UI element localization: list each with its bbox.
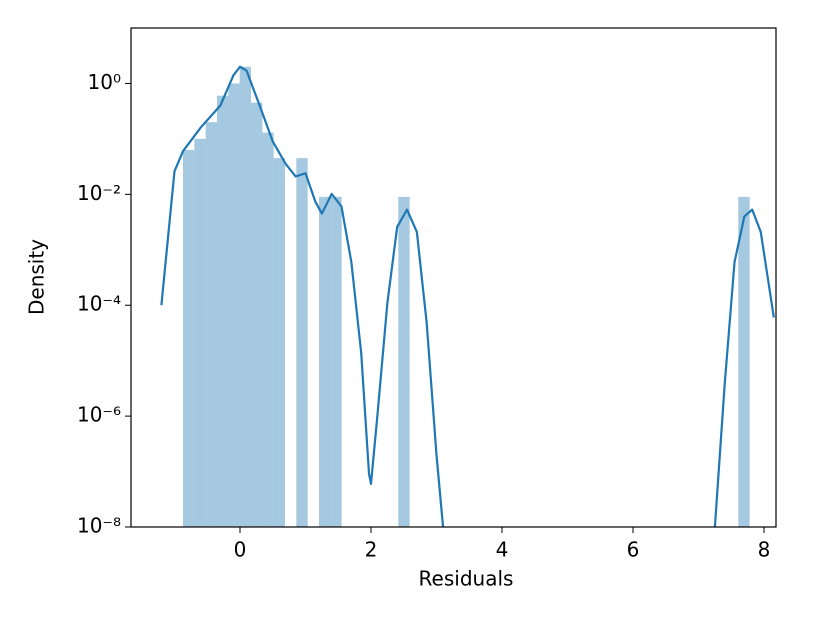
x-tick-label: 0	[234, 538, 247, 562]
x-axis-label: Residuals	[419, 567, 514, 591]
x-tick-label: 4	[496, 538, 509, 562]
bar	[183, 150, 195, 527]
bar	[217, 95, 229, 527]
bar	[251, 102, 263, 527]
y-tick-label: 10⁻⁶	[77, 403, 121, 427]
x-tick-label: 8	[758, 538, 771, 562]
bar	[398, 196, 410, 527]
y-tick-label: 10⁻⁸	[77, 514, 121, 538]
plot-area	[160, 65, 775, 527]
bar	[205, 122, 218, 527]
bar	[738, 196, 750, 527]
axes-frame	[130, 27, 777, 528]
y-axis-label: Density	[25, 239, 49, 315]
x-tick-label: 2	[365, 538, 378, 562]
x-tick-label: 6	[627, 538, 640, 562]
bar	[194, 138, 206, 527]
bar	[318, 196, 331, 527]
kde-line	[160, 65, 775, 527]
bar	[228, 83, 240, 527]
bar	[262, 132, 274, 527]
bar	[296, 158, 308, 527]
bar	[239, 66, 251, 527]
y-tick-label: 10⁻⁴	[77, 292, 121, 316]
bar	[273, 158, 285, 527]
y-tick-label: 10⁻²	[77, 181, 121, 205]
bar	[330, 196, 342, 527]
y-tick-label: 10⁰	[88, 70, 121, 94]
